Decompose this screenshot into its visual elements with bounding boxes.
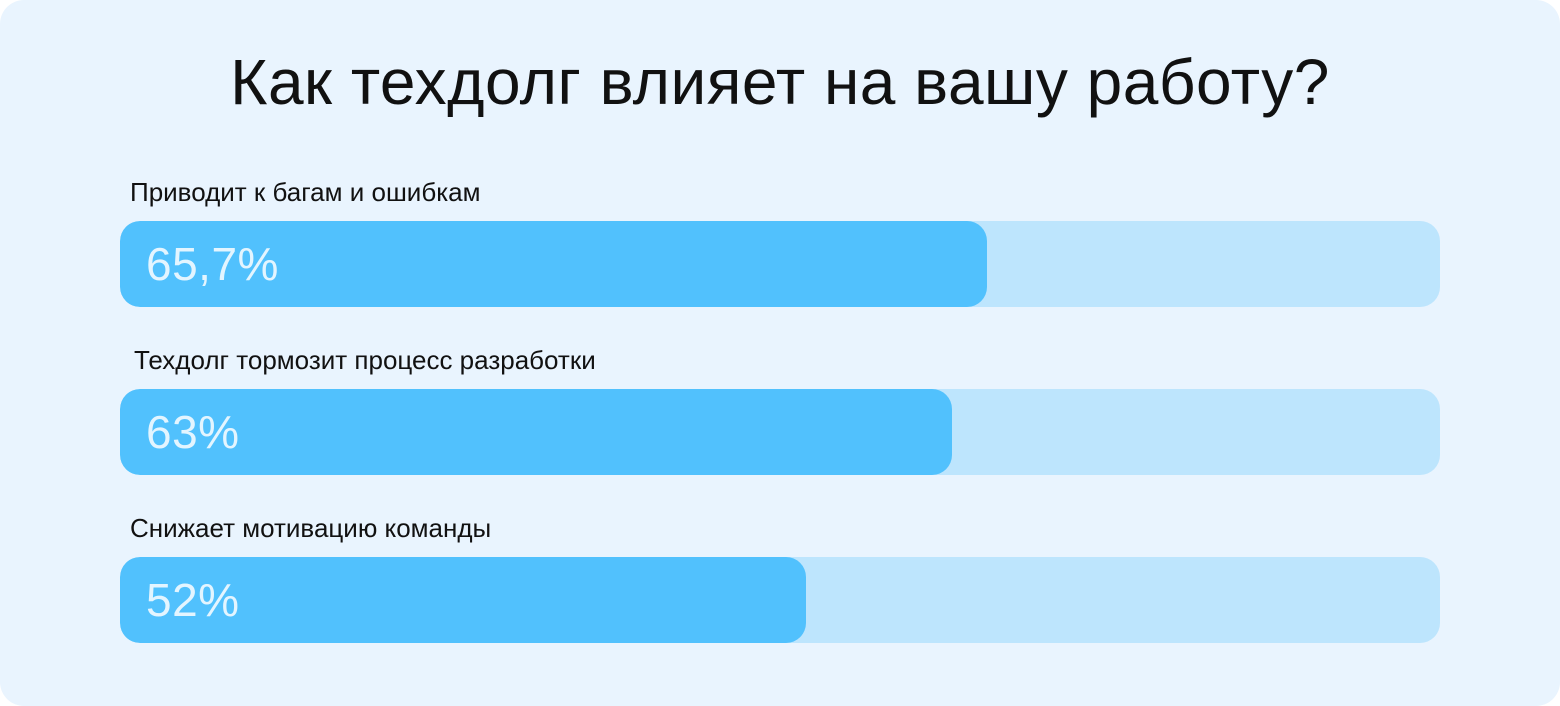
bar-row: Снижает мотивацию команды 52% bbox=[120, 511, 1440, 643]
chart-title: Как техдолг влияет на вашу работу? bbox=[230, 46, 1330, 118]
bar-row: Техдолг тормозит процесс разработки 63% bbox=[120, 343, 1440, 475]
bar-track: 52% bbox=[120, 557, 1440, 643]
bar-label: Техдолг тормозит процесс разработки bbox=[134, 345, 596, 375]
bar-value-label: 52% bbox=[146, 574, 240, 626]
bar-track: 63% bbox=[120, 389, 1440, 475]
bar-fill bbox=[120, 557, 806, 643]
bar-value-label: 63% bbox=[146, 406, 240, 458]
bar-value-label: 65,7% bbox=[146, 238, 279, 290]
bar-track: 65,7% bbox=[120, 221, 1440, 307]
bar-fill bbox=[120, 221, 987, 307]
bar-row: Приводит к багам и ошибкам 65,7% bbox=[120, 175, 1440, 307]
bar-label: Приводит к багам и ошибкам bbox=[130, 177, 481, 207]
bar-fill bbox=[120, 389, 952, 475]
bar-label: Снижает мотивацию команды bbox=[130, 513, 492, 543]
